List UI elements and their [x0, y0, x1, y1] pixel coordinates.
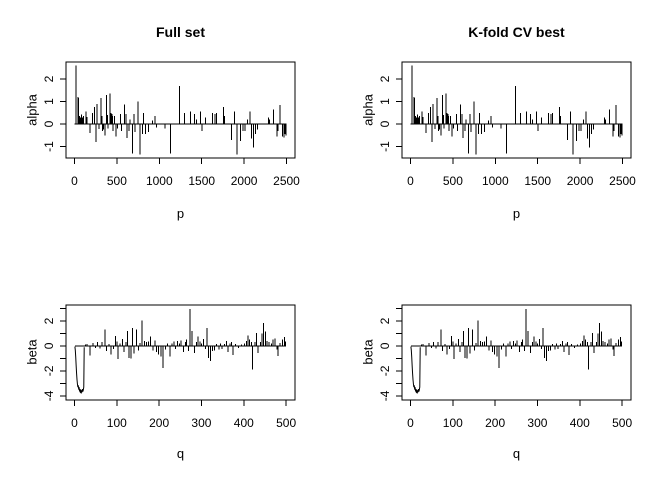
- y-tick-label: 0: [378, 342, 392, 349]
- y-axis-label-beta-right: beta: [360, 339, 376, 365]
- x-tick-label: 500: [612, 416, 632, 430]
- x-tick-label: 500: [276, 416, 296, 430]
- x-axis-label-p-right: p: [512, 206, 521, 221]
- x-tick-label: 300: [191, 416, 211, 430]
- plot-box: [401, 304, 632, 401]
- plot-box: [65, 304, 296, 401]
- y-tick-label: 2: [42, 75, 56, 82]
- panel-title-kfold-cv-best: K-fold CV best: [468, 24, 565, 40]
- y-tick-label: -4: [378, 390, 392, 401]
- x-tick-label: 0: [407, 174, 414, 188]
- x-tick-label: 300: [527, 416, 547, 430]
- plot-box: [401, 61, 632, 159]
- y-tick-label: 2: [378, 317, 392, 324]
- plot-box: [65, 61, 296, 159]
- y-axis-label-alpha-left: alpha: [24, 94, 40, 126]
- y-axis-label-beta-left: beta: [24, 339, 40, 365]
- x-tick-label: 1500: [188, 174, 215, 188]
- y-tick-label: 0: [42, 120, 56, 127]
- x-axis-label-p-left: p: [176, 206, 185, 221]
- x-tick-label: 400: [234, 416, 254, 430]
- x-tick-label: 500: [443, 174, 463, 188]
- x-tick-label: 1000: [482, 174, 509, 188]
- x-tick-label: 0: [407, 416, 414, 430]
- y-tick-label: 2: [378, 75, 392, 82]
- y-axis-label-alpha-right: alpha: [360, 94, 376, 126]
- x-tick-label: 200: [485, 416, 505, 430]
- y-tick-label: -4: [42, 390, 56, 401]
- y-tick-label: 0: [378, 120, 392, 127]
- x-tick-label: 2000: [231, 174, 258, 188]
- x-tick-label: 2000: [567, 174, 594, 188]
- beta-start-curve: [410, 346, 421, 394]
- x-tick-label: 1000: [146, 174, 173, 188]
- panel-title-full-set: Full set: [155, 24, 205, 40]
- y-tick-label: -1: [378, 141, 392, 152]
- x-tick-label: 200: [149, 416, 169, 430]
- x-axis-label-q-left: q: [176, 446, 185, 461]
- x-tick-label: 100: [443, 416, 463, 430]
- x-tick-label: 2500: [609, 174, 636, 188]
- x-tick-label: 400: [570, 416, 590, 430]
- y-tick-label: -1: [42, 141, 56, 152]
- x-tick-label: 0: [71, 416, 78, 430]
- x-tick-label: 2500: [273, 174, 300, 188]
- x-axis-label-q-right: q: [512, 446, 521, 461]
- x-tick-label: 0: [71, 174, 78, 188]
- x-tick-label: 1500: [524, 174, 551, 188]
- beta-start-curve: [74, 346, 85, 394]
- x-tick-label: 500: [107, 174, 127, 188]
- y-tick-label: 2: [42, 317, 56, 324]
- y-tick-label: 1: [378, 98, 392, 105]
- x-tick-label: 100: [107, 416, 127, 430]
- y-tick-label: 1: [42, 98, 56, 105]
- y-tick-label: 0: [42, 342, 56, 349]
- y-tick-label: -2: [378, 365, 392, 376]
- y-tick-label: -2: [42, 365, 56, 376]
